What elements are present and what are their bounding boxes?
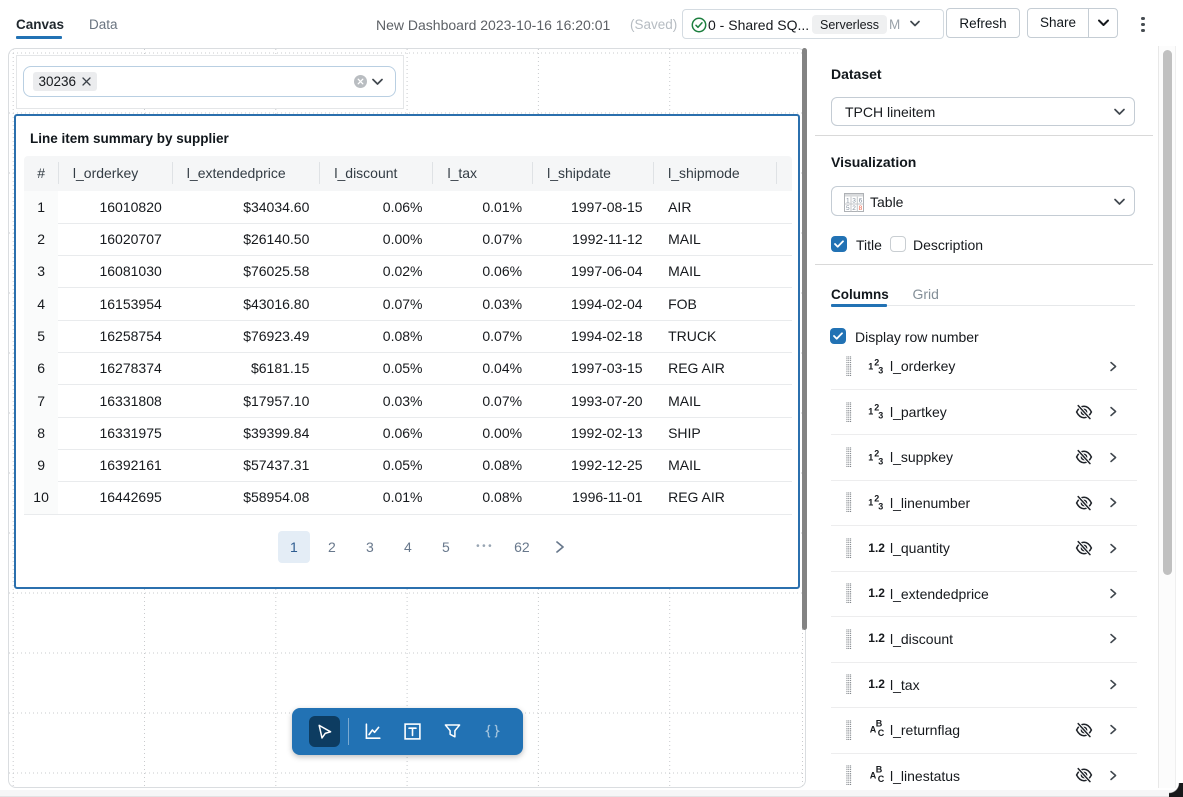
svg-text:2: 2 [852,205,856,212]
svg-text:B: B [876,766,883,775]
svg-text:3: 3 [852,197,856,204]
svg-text:3: 3 [878,456,883,465]
svg-text:1.2: 1.2 [868,586,885,600]
svg-text:3: 3 [878,502,883,511]
svg-text:B: B [876,720,883,729]
svg-text:A: A [870,770,877,780]
svg-text:C: C [878,728,885,738]
svg-text:1.2: 1.2 [868,677,885,691]
svg-text:2: 2 [874,403,879,413]
svg-text:2: 2 [874,494,879,504]
svg-text:A: A [870,725,877,735]
svg-text:8: 8 [859,205,863,212]
svg-text:1: 1 [868,407,873,417]
svg-text:1: 1 [868,498,873,508]
svg-text:C: C [878,774,885,784]
svg-text:1: 1 [868,361,873,371]
svg-text:3: 3 [878,365,883,374]
svg-text:1.2: 1.2 [868,632,885,646]
svg-text:1: 1 [846,197,850,204]
svg-text:2: 2 [874,357,879,367]
svg-text:1: 1 [868,452,873,462]
svg-text:5: 5 [846,205,850,212]
svg-text:2: 2 [874,448,879,458]
svg-text:1.2: 1.2 [868,541,885,555]
svg-text:6: 6 [859,197,863,204]
svg-text:3: 3 [878,411,883,420]
